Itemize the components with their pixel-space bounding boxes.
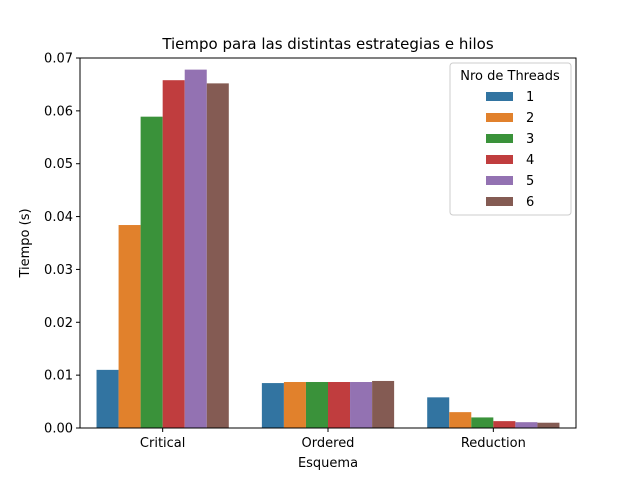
- bar-ordered-series-4: [328, 382, 351, 428]
- bar-reduction-series-1: [427, 397, 450, 428]
- y-axis: 0.00 0.01 0.02 0.03 0.04 0.05 0.06 0.07: [44, 52, 80, 437]
- legend-label-2: 2: [526, 111, 534, 126]
- legend-title: Nro de Threads: [460, 69, 560, 84]
- legend-swatch-4: [486, 155, 513, 164]
- bar-critical-series-1: [96, 369, 119, 428]
- chart-title: Tiempo para las distintas estrategias e …: [161, 35, 494, 53]
- x-axis-label: Esquema: [298, 456, 358, 471]
- x-axis: Critical Ordered Reduction: [140, 428, 526, 451]
- bar-reduction-series-3: [471, 417, 494, 428]
- bar-critical-series-2: [118, 225, 141, 428]
- legend: Nro de Threads 1 2 3 4 5 6: [449, 62, 572, 216]
- legend-swatch-6: [486, 197, 513, 206]
- bar-ordered-series-1: [261, 383, 284, 428]
- bar-ordered-series-5: [350, 382, 373, 428]
- bar-reduction-series-5: [515, 422, 538, 428]
- y-tick-label: 0.01: [44, 369, 73, 384]
- bar-critical-series-3: [140, 116, 163, 429]
- legend-label-4: 4: [526, 153, 534, 168]
- x-tick-label: Ordered: [302, 436, 355, 451]
- bar-critical-series-6: [206, 83, 229, 429]
- y-axis-label: Tiempo (s): [18, 208, 33, 278]
- legend-label-3: 3: [526, 132, 534, 147]
- y-tick-label: 0.00: [44, 422, 73, 437]
- plot-frame: [79, 57, 577, 429]
- y-tick-label: 0.04: [44, 210, 73, 225]
- bars-group: [96, 69, 560, 429]
- y-tick-label: 0.07: [44, 52, 73, 67]
- bar-ordered-series-2: [283, 382, 306, 428]
- y-tick-label: 0.02: [44, 316, 73, 331]
- legend-swatch-1: [486, 92, 513, 101]
- y-tick-label: 0.03: [44, 263, 73, 278]
- bar-ordered-series-6: [372, 380, 395, 428]
- y-tick-label: 0.05: [44, 157, 73, 172]
- legend-swatch-2: [486, 113, 513, 122]
- x-tick-label: Critical: [140, 436, 185, 451]
- legend-label-6: 6: [526, 195, 534, 210]
- y-tick-label: 0.06: [44, 104, 73, 119]
- bar-critical-series-4: [162, 80, 185, 428]
- bar-ordered-series-3: [305, 382, 328, 428]
- bar-reduction-series-2: [449, 412, 472, 428]
- x-tick-label: Reduction: [461, 436, 526, 451]
- bar-reduction-series-4: [493, 421, 516, 428]
- bar-reduction-series-6: [537, 422, 560, 428]
- legend-label-1: 1: [526, 90, 534, 105]
- bar-critical-series-5: [184, 69, 207, 428]
- legend-swatch-5: [486, 176, 513, 185]
- legend-swatch-3: [486, 134, 513, 143]
- legend-label-5: 5: [526, 174, 534, 189]
